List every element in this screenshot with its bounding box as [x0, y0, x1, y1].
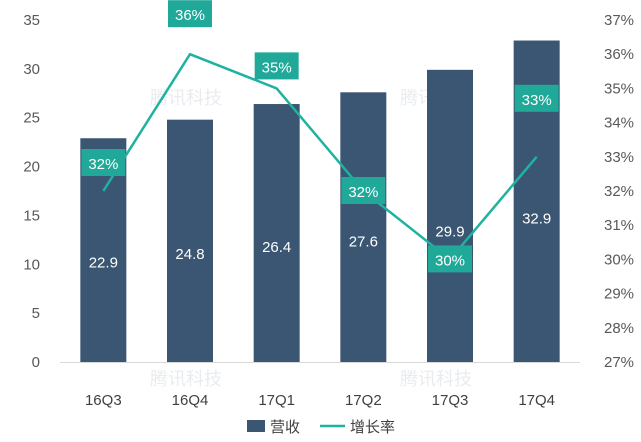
bar-value-label: 29.9 [435, 224, 464, 241]
left-axis-tick-label: 10 [23, 256, 40, 273]
left-axis-tick-label: 20 [23, 159, 40, 176]
right-axis-tick-label: 35% [604, 80, 634, 97]
right-axis-tick-label: 34% [604, 115, 634, 132]
right-axis-tick-label: 36% [604, 46, 634, 63]
growth-value-label: 30% [435, 252, 465, 269]
left-axis-tick-label: 15 [23, 207, 40, 224]
x-axis-tick-label: 16Q4 [172, 392, 209, 409]
left-axis-tick-label: 5 [32, 305, 40, 322]
left-axis-tick-label: 35 [23, 12, 40, 29]
right-axis-tick-label: 30% [604, 251, 634, 268]
growth-label-box [81, 149, 126, 176]
x-axis-tick-label: 17Q3 [432, 392, 469, 409]
legend-bar-swatch [247, 420, 265, 432]
growth-value-label: 33% [522, 92, 552, 109]
bar-value-label: 26.4 [262, 239, 291, 256]
bar [427, 69, 473, 362]
growth-label-box [514, 84, 559, 112]
legend-line-label: 增长率 [350, 418, 395, 436]
bar-value-label: 22.9 [89, 254, 118, 271]
watermark-text: 腾讯科技 [150, 88, 222, 109]
x-axis-tick-label: 16Q3 [85, 392, 122, 409]
right-axis-tick-label: 33% [604, 149, 634, 166]
growth-value-label: 35% [262, 59, 292, 76]
bar [340, 92, 387, 363]
growth-value-label: 36% [175, 7, 205, 24]
right-axis-tick-label: 32% [604, 183, 634, 200]
right-axis-tick-label: 29% [604, 286, 634, 303]
right-axis-tick-label: 31% [604, 217, 634, 234]
bar-value-label: 32.9 [522, 210, 551, 227]
right-axis-tick-label: 27% [604, 354, 634, 371]
left-axis-tick-label: 30 [23, 61, 40, 78]
right-axis-tick-label: 28% [604, 320, 634, 337]
bar-value-label: 27.6 [349, 234, 378, 251]
x-axis-tick-label: 17Q1 [258, 392, 295, 409]
growth-label-box [168, 0, 212, 28]
x-axis-tick-label: 17Q2 [345, 392, 382, 409]
growth-label-box [428, 245, 472, 273]
left-axis-tick-label: 25 [23, 110, 40, 127]
bar [167, 119, 213, 362]
bar [253, 104, 300, 362]
growth-label-box [341, 177, 386, 204]
watermark-text: 腾讯科技 [150, 369, 222, 390]
x-axis-tick-label: 17Q4 [518, 392, 555, 409]
growth-label-box [254, 52, 299, 80]
growth-value-label: 32% [88, 156, 118, 173]
left-axis-tick-label: 0 [32, 354, 40, 371]
growth-value-label: 32% [348, 184, 378, 201]
watermark-text: 腾讯科技 [400, 369, 472, 390]
growth-rate-line [102, 52, 538, 261]
right-axis-tick-label: 37% [604, 12, 634, 29]
legend-bar-label: 营收 [270, 418, 300, 436]
bar-value-label: 24.8 [175, 246, 204, 263]
